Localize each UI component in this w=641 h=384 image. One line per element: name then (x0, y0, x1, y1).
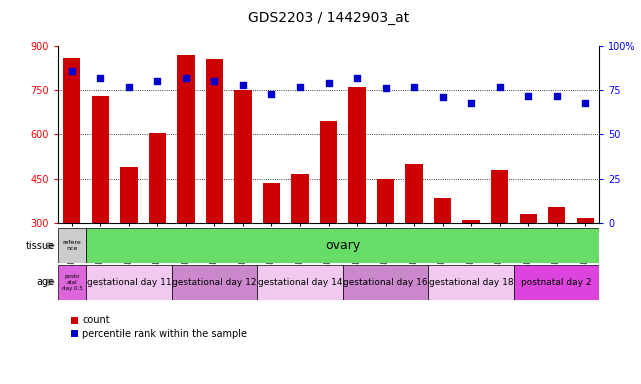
Bar (172, 265, 257, 300)
Text: gestational day 16: gestational day 16 (343, 278, 428, 287)
Bar (257, 265, 343, 300)
Bar (58, 265, 86, 300)
Text: gestational day 14: gestational day 14 (258, 278, 342, 287)
Text: postn
atal
day 0.5: postn atal day 0.5 (62, 274, 82, 291)
Text: gestational day 12: gestational day 12 (172, 278, 257, 287)
Text: postnatal day 2: postnatal day 2 (521, 278, 592, 287)
Bar (343, 265, 428, 300)
Bar (548, 207, 565, 223)
Point (551, 93, 562, 99)
Point (267, 91, 277, 97)
Bar (320, 121, 337, 223)
Point (352, 75, 362, 81)
Bar (206, 59, 223, 223)
Text: gestational day 11: gestational day 11 (87, 278, 171, 287)
Bar (178, 55, 194, 223)
Point (124, 84, 134, 90)
Point (153, 78, 163, 84)
Bar (63, 58, 81, 223)
Text: tissue: tissue (26, 241, 54, 251)
Point (523, 93, 533, 99)
Point (466, 99, 476, 106)
Bar (86, 265, 172, 300)
Text: GDS2203 / 1442903_at: GDS2203 / 1442903_at (248, 11, 409, 25)
Bar (514, 265, 599, 300)
Point (181, 75, 191, 81)
Point (295, 84, 305, 90)
Point (380, 85, 390, 91)
Bar (576, 218, 594, 223)
Text: refere
nce: refere nce (63, 240, 81, 251)
Bar (263, 183, 280, 223)
Bar (121, 167, 138, 223)
Point (494, 84, 504, 90)
Point (238, 82, 248, 88)
Bar (149, 133, 166, 223)
Bar (491, 170, 508, 223)
Point (437, 94, 447, 100)
Text: ovary: ovary (325, 239, 360, 252)
Point (409, 84, 419, 90)
Bar (377, 179, 394, 223)
Bar (463, 220, 479, 223)
Text: gestational day 18: gestational day 18 (429, 278, 513, 287)
Bar (58, 228, 86, 263)
Bar (92, 96, 109, 223)
Bar (406, 164, 422, 223)
Point (96, 75, 106, 81)
Point (67, 68, 77, 74)
Bar (349, 87, 365, 223)
Bar (292, 174, 308, 223)
Point (323, 80, 333, 86)
Bar (519, 214, 537, 223)
Text: count: count (82, 315, 110, 325)
Bar (428, 265, 514, 300)
Bar (434, 198, 451, 223)
Bar (235, 90, 251, 223)
Text: age: age (37, 277, 54, 287)
Text: percentile rank within the sample: percentile rank within the sample (82, 329, 247, 339)
Point (580, 99, 590, 106)
Point (210, 78, 220, 84)
